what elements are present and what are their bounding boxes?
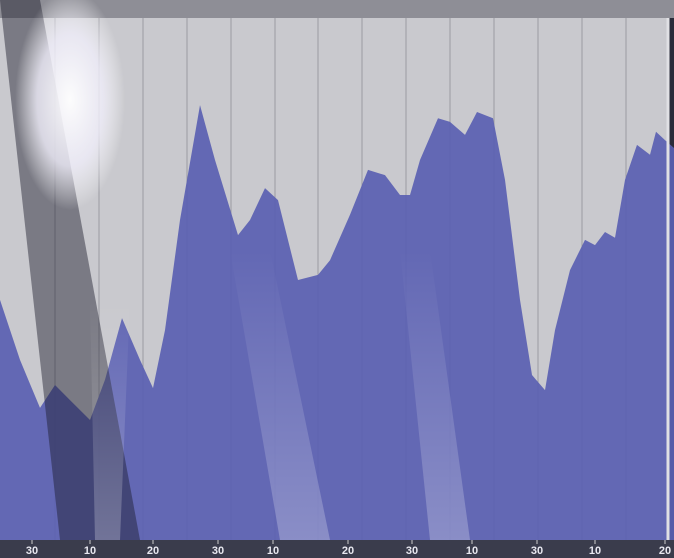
x-axis: 30 10 20 30 10 20 30 10 30 10 20 — [26, 540, 671, 557]
x-tick-label: 10 — [589, 545, 601, 557]
x-tick-label: 30 — [212, 545, 224, 557]
frame — [0, 0, 674, 18]
area — [0, 105, 674, 540]
x-tick-label: 30 — [531, 545, 543, 557]
x-tick-label: 30 — [26, 545, 38, 557]
series — [0, 105, 674, 540]
x-tick-label: 20 — [147, 545, 159, 557]
x-tick-label: 10 — [466, 545, 478, 557]
x-tick-label: 10 — [84, 545, 96, 557]
x-tick-label: 20 — [659, 545, 671, 557]
x-tick-label: 30 — [406, 545, 418, 557]
x-tick-label: 10 — [267, 545, 279, 557]
axis-strip — [0, 540, 674, 558]
x-tick-label: 20 — [342, 545, 354, 557]
